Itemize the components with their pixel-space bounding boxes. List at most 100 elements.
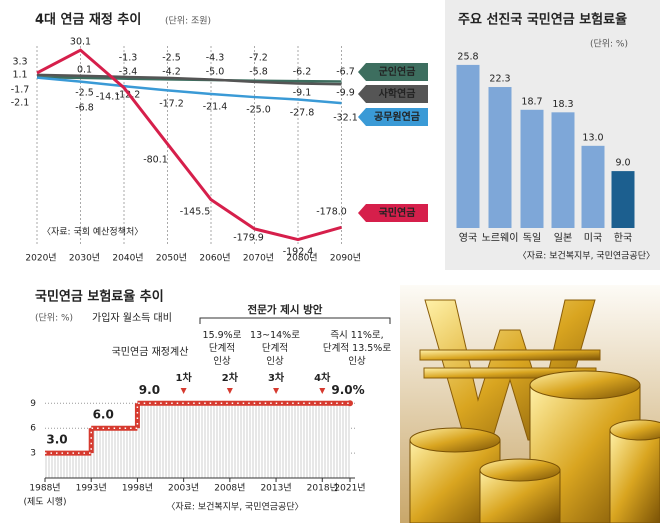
value-label: -1.7 [11, 85, 30, 96]
value-label: -192.4 [283, 247, 314, 258]
bracket [199, 317, 391, 324]
legend-box [358, 63, 428, 81]
value-label: 9.0 [139, 383, 160, 397]
value-label: -6.7 [336, 67, 355, 78]
legend-label: 국민연금 [379, 206, 416, 219]
value-label: -2.5 [75, 88, 94, 99]
value-label: 18.7 [521, 96, 542, 107]
proposal-line: 15.9%로 [203, 330, 242, 341]
value-label: 22.3 [489, 74, 510, 85]
value-label: -145.5 [180, 207, 211, 218]
value-label: -2.5 [162, 53, 181, 64]
round-marker [319, 388, 326, 394]
x-tick-label: 2021년 [334, 483, 365, 494]
round-marker [273, 388, 280, 394]
proposal: 15.9%로 단계적 인상 [203, 330, 242, 367]
proposal-line: 인상 [266, 356, 284, 367]
round-label: 2차 [222, 371, 239, 384]
x-tick-label: 한국 [614, 232, 632, 244]
unit: (단위: 조원) [165, 16, 211, 27]
x-tick-label: 1993년 [76, 483, 107, 494]
value-label: 9.0% [331, 383, 364, 397]
value-label: -3.4 [119, 67, 138, 78]
bar [551, 112, 575, 228]
x-tick-label: 2030년 [69, 253, 100, 264]
value-label: -27.8 [290, 108, 315, 119]
value-label: 3.0 [46, 433, 67, 447]
step-area [45, 403, 350, 478]
legend-label: 공무원연금 [374, 110, 420, 123]
x-tick-label: 2018년 [307, 483, 338, 494]
chart-title: 주요 선진국 국민연금 보험료율 [458, 12, 627, 28]
legend-box [358, 85, 428, 103]
value-label: -6.2 [293, 67, 312, 78]
value-label: 18.3 [552, 99, 573, 110]
x-tick-label: 2080년 [286, 253, 317, 264]
value-label: 9.0 [615, 158, 630, 169]
x-tick-label: 2040년 [112, 253, 143, 264]
value-label: -25.0 [246, 105, 271, 116]
value-label: 30.1 [70, 37, 91, 48]
value-label: -5.8 [249, 67, 268, 78]
source: 〈자료: 보건복지부, 국민연금공단〉 [518, 251, 655, 262]
proposal-line: 단계적 13.5%로 [323, 342, 391, 354]
value-label: -4.3 [206, 53, 225, 64]
x-tick-label: 노르웨이 [482, 232, 519, 244]
y-tick-label: 6 [30, 424, 36, 434]
round-marker [226, 388, 233, 394]
x-tick-label: 2090년 [330, 253, 361, 264]
value-label: 6.0 [93, 408, 114, 422]
value-label: -2.1 [11, 98, 30, 109]
y-tick-label: 3 [30, 449, 36, 459]
value-label: -21.4 [203, 102, 228, 113]
x-tick-label: 2060년 [199, 253, 230, 264]
x-tick-label: 영국 [459, 232, 477, 244]
unit: (단위: %) [35, 313, 73, 324]
step-end [347, 400, 353, 407]
legend-label: 사학연금 [379, 87, 416, 100]
x-tick-label: 2020년 [25, 253, 56, 264]
value-label: -7.2 [249, 53, 268, 64]
series-line [36, 73, 342, 86]
value-label: 0.1 [77, 65, 92, 76]
series-line [36, 48, 342, 242]
x-tick-label: 2070년 [243, 253, 274, 264]
value-label: -178.0 [316, 207, 347, 218]
proposal-line: 단계적 [209, 342, 235, 354]
value-label: -32.1 [333, 113, 358, 124]
unit: (단위: %) [590, 39, 628, 50]
value-label: -179.9 [233, 233, 264, 244]
proposal: 13~14%로 단계적 인상 [250, 330, 300, 367]
calc-label: 국민연금 재정계산 [112, 346, 189, 358]
proposal-line: 즉시 11%로, [330, 330, 383, 341]
value-label: -17.2 [159, 99, 184, 110]
bar [611, 171, 635, 228]
proposal-line: 인상 [348, 356, 366, 367]
chart-title: 4대 연금 재정 추이 [35, 12, 141, 28]
dots [45, 402, 350, 454]
proposal-line: 단계적 [262, 342, 288, 354]
round-label: 1차 [176, 371, 193, 384]
expert-title: 전문가 제시 방안 [248, 303, 323, 316]
value-label: -6.8 [75, 103, 94, 114]
value-label: 25.8 [457, 51, 478, 62]
value-label: -80.1 [143, 155, 168, 166]
value-label: -4.2 [162, 67, 181, 78]
x-tick-label: 2013년 [260, 483, 291, 494]
value-label: -14.1 [96, 92, 121, 103]
x-tick-label: 일본 [554, 232, 572, 244]
x-tick-label: 1998년 [122, 483, 153, 494]
round-marker [180, 388, 187, 394]
subtitle: 가입자 월소득 대비 [92, 311, 172, 324]
legend-box [358, 108, 428, 126]
tick-note: (제도 시행) [23, 496, 66, 508]
coin-photo [400, 285, 660, 523]
round-label: 4차 [314, 371, 331, 384]
value-label: -9.9 [336, 88, 355, 99]
bar [488, 87, 512, 229]
bar [581, 145, 605, 228]
source: 〈자료: 국회 예산정책처〉 [42, 226, 143, 238]
x-tick-label: 2003년 [168, 483, 199, 494]
legend-label: 군인연금 [379, 65, 416, 78]
